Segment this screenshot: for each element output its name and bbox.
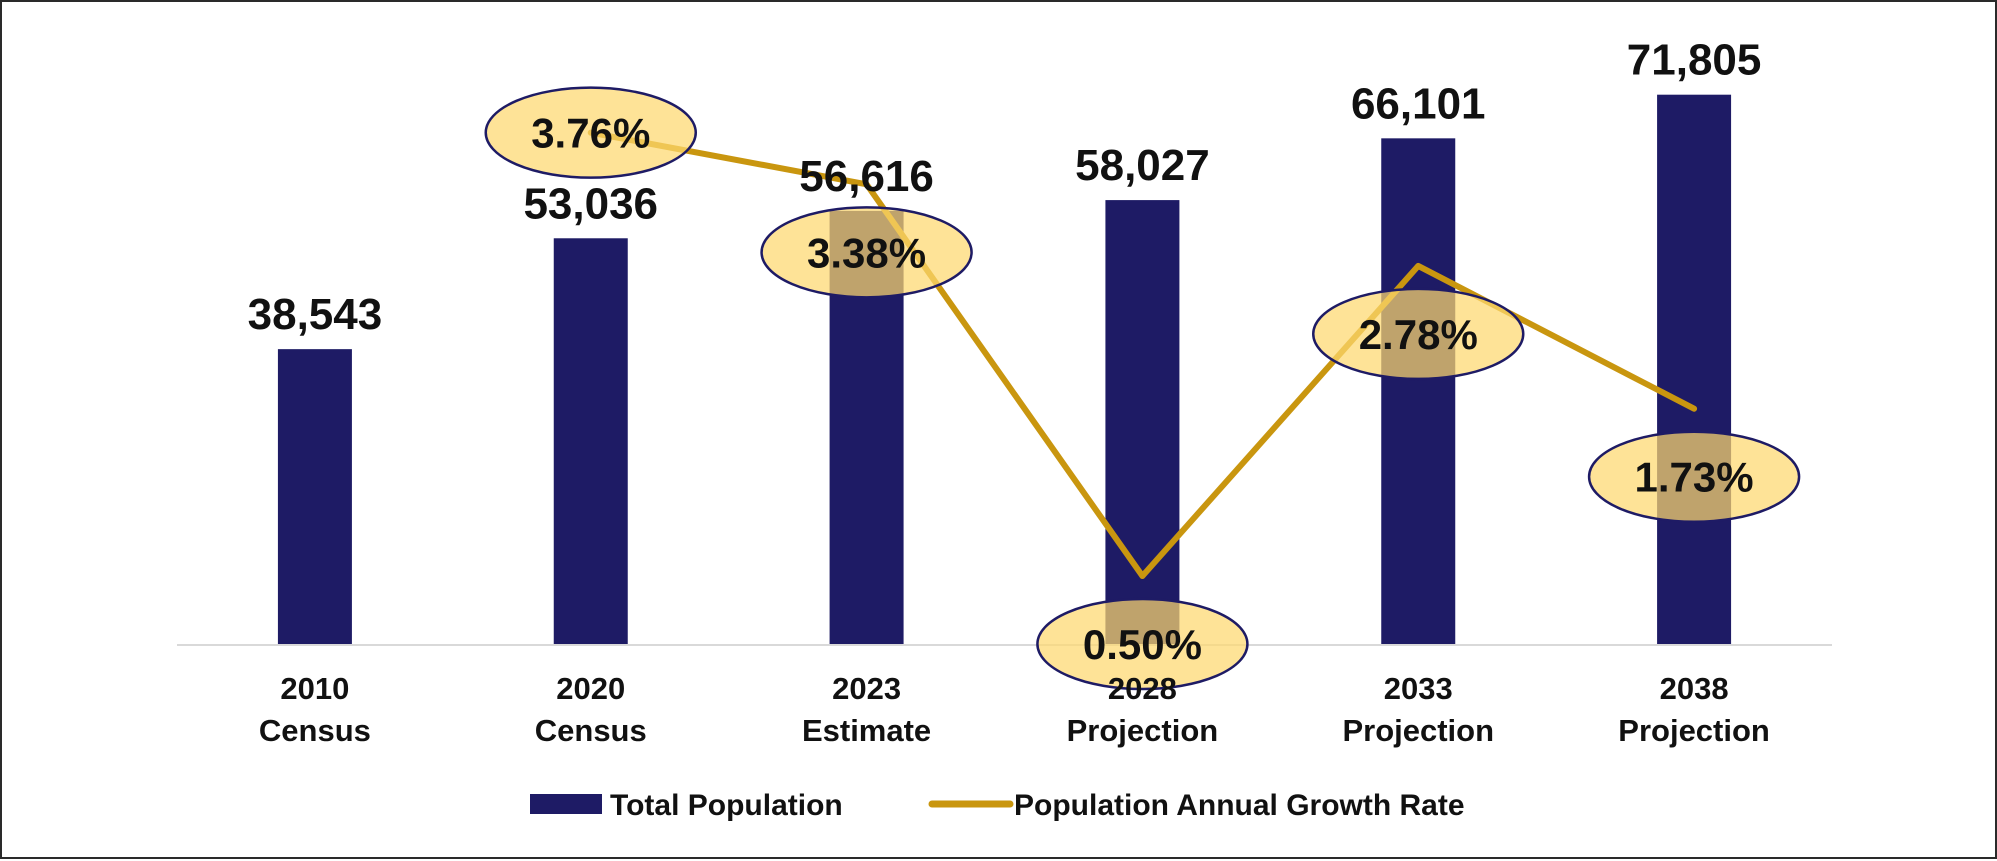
rate-labels-layer: 3.76% 3.38% 0.50% 2.78% 1.73%: [484, 86, 1801, 691]
bar-value-label: 38,543: [248, 290, 383, 339]
category-label: Estimate: [802, 713, 931, 748]
category-label: 2023: [832, 671, 901, 706]
bar-5: [1657, 94, 1732, 644]
bar-value-label: 56,616: [799, 152, 934, 201]
bar-0: [277, 349, 352, 644]
legend: Total Population Population Annual Growth…: [530, 789, 1465, 822]
rate-label: 3.38%: [807, 229, 926, 276]
category-label: Projection: [1067, 713, 1219, 748]
category-label: 2038: [1660, 671, 1729, 706]
category-label: Projection: [1342, 713, 1494, 748]
legend-bar-swatch: [530, 794, 602, 814]
bar-value-label: 66,101: [1351, 79, 1486, 128]
bar-1: [553, 238, 628, 644]
value-labels-layer: 38,543 53,036 56,616 58,027 66,101 71,805: [248, 36, 1762, 339]
bar-value-label: 58,027: [1075, 141, 1210, 190]
rate-label: 1.73%: [1635, 454, 1754, 501]
rate-label-bubble: [760, 206, 973, 299]
rate-label: 0.50%: [1083, 621, 1202, 668]
category-labels-layer: 2010 Census 2020 Census 2023 Estimate 2028 Proj…: [259, 671, 1770, 748]
category-label: Projection: [1618, 713, 1770, 748]
category-label: 2028: [1108, 671, 1177, 706]
rate-label-bubble: [1587, 430, 1801, 523]
bar-4: [1381, 138, 1456, 645]
legend-label-growth-rate: Population Annual Growth Rate: [1014, 789, 1465, 822]
category-label: 2020: [556, 671, 625, 706]
category-label: Census: [535, 713, 647, 748]
category-label: Census: [259, 713, 371, 748]
rate-label: 2.78%: [1359, 311, 1478, 358]
bar-3: [1105, 200, 1180, 644]
rate-label-bubble: [1312, 287, 1525, 381]
rate-label-bubble: [484, 86, 697, 179]
rate-label: 3.76%: [531, 110, 650, 157]
bars-layer: [277, 94, 1732, 645]
bar-value-label: 71,805: [1627, 36, 1762, 85]
bar-value-label: 53,036: [523, 179, 658, 228]
legend-label-total-population: Total Population: [610, 789, 843, 822]
category-label: 2010: [280, 671, 349, 706]
rate-label-bubble: [1036, 597, 1249, 691]
category-label: 2033: [1384, 671, 1453, 706]
